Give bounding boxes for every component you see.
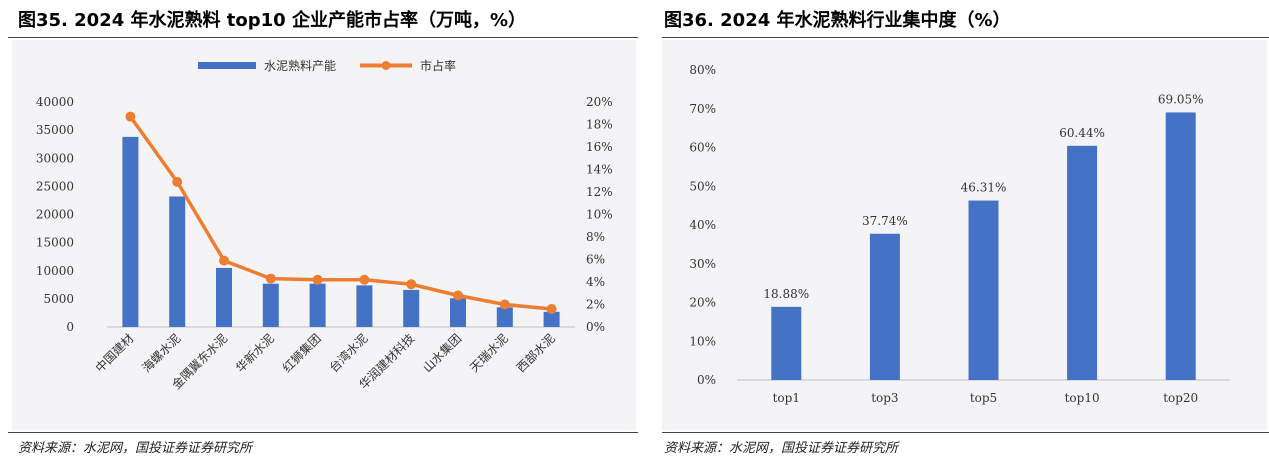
capacity-bar xyxy=(216,267,232,327)
left-figure-panel: 图35. 2024 年水泥熟料 top10 企业产能市占率（万吨，%） 水泥熟料… xyxy=(8,10,638,456)
category-label: top10 xyxy=(1065,391,1100,405)
capacity-bar xyxy=(309,283,326,327)
right-axis-tick-label: 18% xyxy=(586,118,613,132)
category-label: 山水集团 xyxy=(420,331,465,376)
capacity-bar xyxy=(356,285,373,327)
right-source-rule xyxy=(662,432,1269,433)
left-axis-tick-label: 25000 xyxy=(36,179,74,193)
y-axis-tick-label: 70% xyxy=(689,102,716,116)
left-source-rule xyxy=(8,432,638,433)
capacity-bar xyxy=(122,136,139,327)
capacity-bar xyxy=(496,307,513,327)
category-label: top3 xyxy=(871,391,898,405)
share-point xyxy=(312,274,323,285)
concentration-chart: 0% 10% 20% 30% 40% 50% 60% 70% 80% 18.88% top1 37.7… xyxy=(689,63,1230,405)
right-title-rule xyxy=(662,37,1269,38)
concentration-bar xyxy=(968,200,999,380)
capacity-bar xyxy=(543,311,560,327)
category-label: 红狮集团 xyxy=(279,331,324,376)
right-source-note: 资料来源：水泥网，国投证券证券研究所 xyxy=(664,441,899,456)
left-axis-tick-label: 30000 xyxy=(36,151,74,165)
share-point xyxy=(499,299,510,310)
legend-line-label: 市占率 xyxy=(420,58,456,73)
right-axis-tick-label: 4% xyxy=(586,275,605,289)
concentration-bar xyxy=(869,233,900,380)
left-axis-tick-label: 0 xyxy=(66,320,74,334)
right-axis-tick-label: 6% xyxy=(586,253,605,267)
y-axis-tick-label: 20% xyxy=(689,296,716,310)
right-figure-panel: 图36. 2024 年水泥熟料行业集中度（%） 0% 10% 20% 30% 40% 50… xyxy=(660,0,1269,463)
share-point xyxy=(219,255,229,266)
share-point xyxy=(172,176,183,187)
left-axis-tick-label: 35000 xyxy=(36,123,74,137)
bar-data-label: 69.05% xyxy=(1158,92,1204,106)
share-point xyxy=(265,273,276,284)
left-plot-area: 水泥熟料产能 市占率 0 5000 10000 15000 20000 25000 30000 3… xyxy=(12,40,636,430)
category-label: top5 xyxy=(970,391,997,405)
share-point xyxy=(406,279,417,290)
y-axis-tick-label: 60% xyxy=(689,141,716,155)
category-label: 中国建材 xyxy=(92,331,137,376)
category-label: 海螺水泥 xyxy=(139,331,184,376)
y-axis-tick-label: 50% xyxy=(689,179,716,193)
right-figure-title: 图36. 2024 年水泥熟料行业集中度（%） xyxy=(664,10,1011,31)
left-axis-tick-label: 40000 xyxy=(36,95,74,109)
y-axis-tick-label: 10% xyxy=(689,334,716,348)
category-label: top1 xyxy=(773,391,800,405)
right-axis-tick-label: 8% xyxy=(586,230,605,244)
right-axis-tick-label: 0% xyxy=(586,320,605,334)
right-axis-tick-label: 2% xyxy=(586,298,605,312)
bar-data-label: 37.74% xyxy=(862,214,908,228)
y-axis-tick-label: 40% xyxy=(689,218,716,232)
capacity-share-chart: 水泥熟料产能 市占率 0 5000 10000 15000 20000 25000 30000 3… xyxy=(36,58,613,392)
right-axis-tick-label: 20% xyxy=(586,95,613,109)
left-source-note: 资料来源：水泥网，国投证券证券研究所 xyxy=(18,441,253,456)
left-axis-tick-label: 20000 xyxy=(36,208,74,222)
capacity-bar xyxy=(262,283,279,327)
right-axis-tick-label: 14% xyxy=(586,163,613,177)
right-axis-tick-label: 10% xyxy=(586,208,613,222)
concentration-bar xyxy=(771,306,802,380)
y-axis-tick-label: 30% xyxy=(689,257,716,271)
left-title-rule xyxy=(8,37,638,38)
left-axis-tick-label: 15000 xyxy=(36,236,74,250)
share-point xyxy=(546,304,557,314)
left-figure-title: 图35. 2024 年水泥熟料 top10 企业产能市占率（万吨，%） xyxy=(18,10,526,31)
category-label: 台湾水泥 xyxy=(326,331,371,376)
legend-bar-swatch xyxy=(198,62,256,69)
concentration-bar xyxy=(1067,145,1098,380)
right-axis-tick-label: 16% xyxy=(586,140,613,154)
right-axis-tick-label: 12% xyxy=(586,185,613,199)
category-label: 西部水泥 xyxy=(513,331,558,376)
capacity-bar xyxy=(169,196,186,327)
bar-data-label: 18.88% xyxy=(763,287,809,301)
left-axis-tick-label: 10000 xyxy=(36,264,74,278)
share-point xyxy=(125,111,136,122)
legend-line-marker xyxy=(381,61,391,70)
category-label: 华新水泥 xyxy=(232,331,277,376)
y-axis-tick-label: 80% xyxy=(689,63,716,77)
share-point xyxy=(359,274,370,285)
bar-data-label: 60.44% xyxy=(1059,126,1105,140)
share-point xyxy=(453,290,463,301)
share-line xyxy=(128,115,552,311)
chart-legend: 水泥熟料产能 市占率 xyxy=(198,58,456,73)
capacity-bar xyxy=(403,289,420,327)
legend-bar-label: 水泥熟料产能 xyxy=(264,58,336,73)
bar-data-label: 46.31% xyxy=(961,181,1007,195)
category-label: 天瑞水泥 xyxy=(467,331,511,375)
concentration-bar xyxy=(1165,112,1196,381)
y-axis-tick-label: 0% xyxy=(697,373,716,387)
left-axis-tick-label: 5000 xyxy=(43,292,74,306)
capacity-bar xyxy=(450,298,466,327)
category-label: top20 xyxy=(1163,391,1198,405)
right-plot-area: 0% 10% 20% 30% 40% 50% 60% 70% 80% 18.88% top1 37.7… xyxy=(662,40,1267,430)
